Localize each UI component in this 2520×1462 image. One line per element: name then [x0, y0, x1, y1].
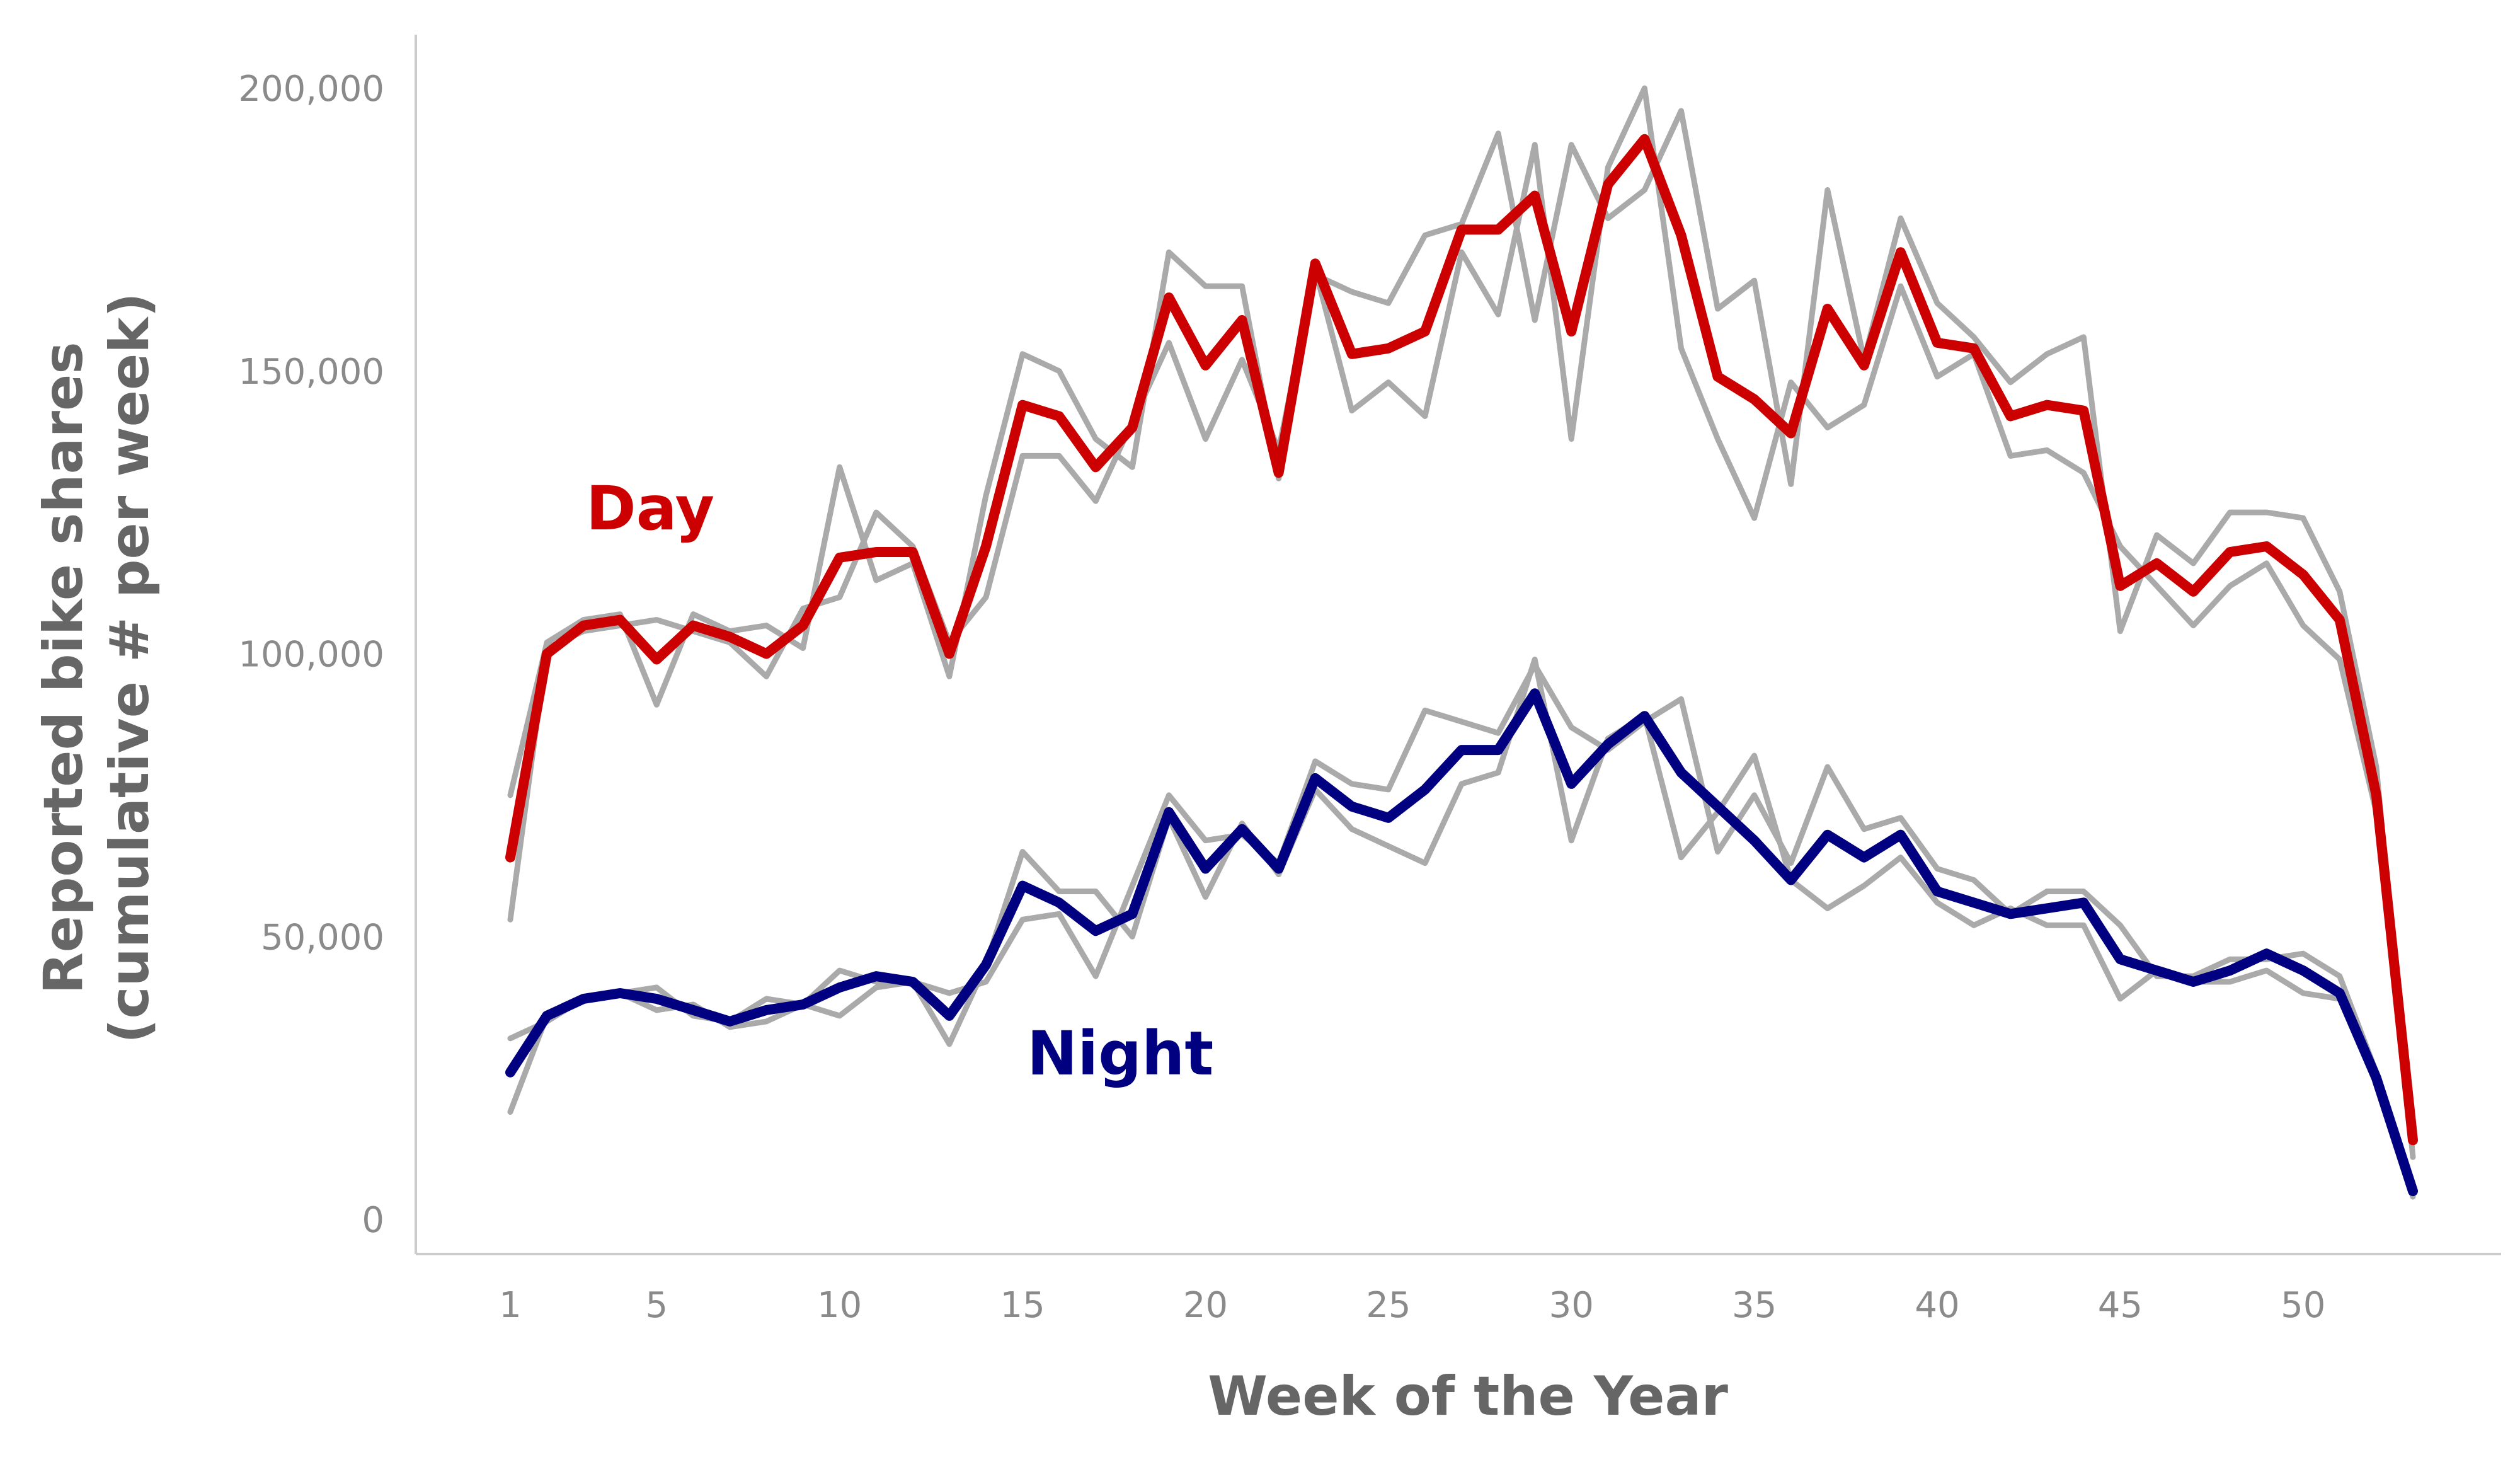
- y-tick-label: 200,000: [238, 69, 384, 110]
- main-series-group: [505, 134, 2418, 1197]
- y-tick-label: 50,000: [261, 917, 384, 958]
- x-tick-label: 25: [1366, 1285, 1411, 1326]
- y-tick-label: 150,000: [238, 352, 384, 393]
- series-label-night: Night: [1027, 1018, 1213, 1089]
- x-tick-label: 50: [2281, 1285, 2325, 1326]
- x-tick-label: 15: [1000, 1285, 1045, 1326]
- x-tick-label: 10: [817, 1285, 862, 1326]
- x-tick-label: 20: [1183, 1285, 1228, 1326]
- y-axis-title-line-1: Reported bike shares: [32, 342, 95, 994]
- axes: [415, 35, 2501, 1255]
- context-series-line-4: [507, 662, 2416, 1189]
- day-series-line: [505, 134, 2418, 1146]
- x-axis-title: Week of the Year: [1208, 1365, 1728, 1428]
- context-series-line-2: [507, 108, 2416, 1160]
- context-series-line-5: [507, 657, 2416, 1200]
- x-tick-label: 40: [1915, 1285, 1959, 1326]
- context-series-line-3: [507, 85, 2416, 1126]
- series-label-day: Day: [586, 473, 714, 544]
- night-series-line: [505, 688, 2418, 1197]
- y-tick-label: 100,000: [238, 635, 384, 676]
- tick-labels-group: 1 5 10 15 20 25 30 35 40 45 50050,000100,000150,00…: [238, 69, 2325, 1326]
- x-tick-label: 30: [1549, 1285, 1594, 1326]
- x-tick-label: 5: [645, 1285, 668, 1326]
- context-series-group: [507, 85, 2416, 1200]
- x-tick-label: 45: [2098, 1285, 2143, 1326]
- y-tick-label: 0: [362, 1200, 384, 1241]
- x-tick-label: 1: [499, 1285, 522, 1326]
- y-axis-title-line-2: (cumulative # per week): [98, 292, 161, 1044]
- x-tick-label: 35: [1732, 1285, 1777, 1326]
